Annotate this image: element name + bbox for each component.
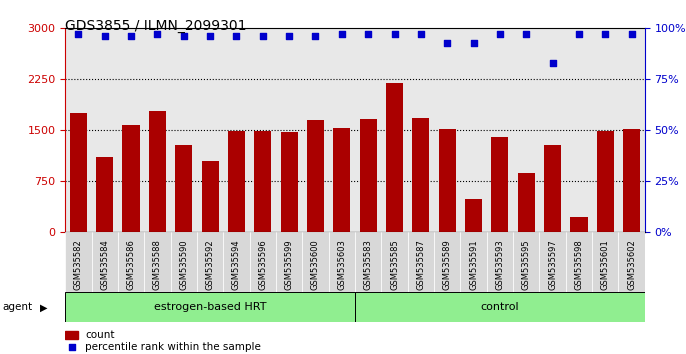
Bar xyxy=(623,130,640,232)
Bar xyxy=(381,232,407,292)
Bar xyxy=(307,120,324,232)
Text: GSM535598: GSM535598 xyxy=(574,239,584,290)
Bar xyxy=(491,137,508,232)
Bar xyxy=(329,232,355,292)
Bar xyxy=(70,113,87,232)
Bar xyxy=(171,232,197,292)
Bar xyxy=(355,232,381,292)
Text: agent: agent xyxy=(2,302,32,312)
Text: GSM535594: GSM535594 xyxy=(232,239,241,290)
Text: GSM535584: GSM535584 xyxy=(100,239,109,290)
Text: GSM535588: GSM535588 xyxy=(153,239,162,290)
Bar xyxy=(65,331,78,339)
Bar xyxy=(276,232,303,292)
Bar xyxy=(592,232,619,292)
Text: GSM535601: GSM535601 xyxy=(601,239,610,290)
Bar xyxy=(118,232,144,292)
Point xyxy=(363,32,374,37)
Text: GSM535595: GSM535595 xyxy=(522,239,531,290)
Point xyxy=(99,34,110,39)
Bar xyxy=(438,129,456,232)
Bar xyxy=(303,232,329,292)
Text: GSM535582: GSM535582 xyxy=(74,239,83,290)
Bar xyxy=(597,131,614,232)
Text: GSM535586: GSM535586 xyxy=(126,239,136,290)
Text: GSM535597: GSM535597 xyxy=(548,239,557,290)
Text: GDS3855 / ILMN_2099301: GDS3855 / ILMN_2099301 xyxy=(65,19,247,34)
Bar xyxy=(465,199,482,232)
Point xyxy=(573,32,584,37)
Text: GSM535587: GSM535587 xyxy=(416,239,425,290)
Point xyxy=(626,32,637,37)
Bar xyxy=(513,232,539,292)
Text: percentile rank within the sample: percentile rank within the sample xyxy=(86,342,261,352)
Bar xyxy=(359,119,377,232)
Bar xyxy=(123,125,140,232)
Text: control: control xyxy=(481,302,519,312)
Text: GSM535585: GSM535585 xyxy=(390,239,399,290)
Bar xyxy=(144,232,171,292)
Bar xyxy=(223,232,250,292)
Text: GSM535602: GSM535602 xyxy=(627,239,636,290)
Text: GSM535599: GSM535599 xyxy=(285,239,294,290)
Text: GSM535593: GSM535593 xyxy=(495,239,504,290)
Bar xyxy=(355,292,645,322)
Bar xyxy=(96,157,113,232)
Point xyxy=(442,40,453,45)
Bar xyxy=(487,232,513,292)
Bar xyxy=(570,217,587,232)
Point xyxy=(495,32,506,37)
Point xyxy=(283,34,294,39)
Point xyxy=(66,344,77,349)
Bar xyxy=(281,132,298,232)
Bar xyxy=(65,232,91,292)
Text: GSM535592: GSM535592 xyxy=(206,239,215,290)
Bar xyxy=(250,232,276,292)
Point xyxy=(152,32,163,37)
Point xyxy=(204,34,215,39)
Point xyxy=(547,60,558,66)
Bar xyxy=(91,232,118,292)
Bar xyxy=(149,111,166,232)
Point xyxy=(468,40,479,45)
Bar xyxy=(544,145,561,232)
Bar xyxy=(333,128,351,232)
Text: GSM535589: GSM535589 xyxy=(442,239,451,290)
Point xyxy=(416,32,427,37)
Point xyxy=(126,34,137,39)
Bar xyxy=(539,232,566,292)
Bar xyxy=(518,173,535,232)
Bar xyxy=(65,292,355,322)
Text: estrogen-based HRT: estrogen-based HRT xyxy=(154,302,266,312)
Text: GSM535603: GSM535603 xyxy=(338,239,346,290)
Point xyxy=(336,32,347,37)
Bar xyxy=(175,145,192,232)
Point xyxy=(310,34,321,39)
Text: GSM535590: GSM535590 xyxy=(179,239,188,290)
Point xyxy=(389,32,400,37)
Text: count: count xyxy=(86,330,115,340)
Point xyxy=(178,34,189,39)
Bar xyxy=(386,82,403,232)
Text: GSM535583: GSM535583 xyxy=(364,239,372,290)
Bar xyxy=(407,232,434,292)
Point xyxy=(600,32,611,37)
Text: ▶: ▶ xyxy=(40,302,47,312)
Point xyxy=(521,32,532,37)
Bar xyxy=(566,232,592,292)
Text: GSM535591: GSM535591 xyxy=(469,239,478,290)
Bar xyxy=(197,232,223,292)
Bar xyxy=(434,232,460,292)
Point xyxy=(257,34,268,39)
Point xyxy=(231,34,242,39)
Point xyxy=(73,32,84,37)
Bar xyxy=(412,118,429,232)
Bar xyxy=(619,232,645,292)
Bar xyxy=(255,131,272,232)
Bar xyxy=(202,161,219,232)
Text: GSM535596: GSM535596 xyxy=(259,239,268,290)
Bar xyxy=(228,131,245,232)
Bar xyxy=(460,232,487,292)
Text: GSM535600: GSM535600 xyxy=(311,239,320,290)
